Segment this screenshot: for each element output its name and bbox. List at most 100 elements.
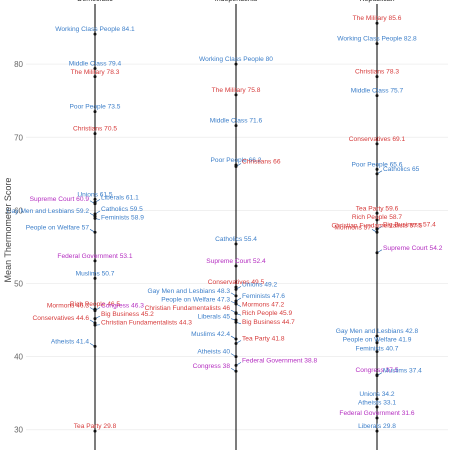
point-label: Christian Fundamentalists 46 [145, 305, 231, 312]
data-point [375, 341, 379, 345]
point-label: Feminists 58.9 [101, 215, 144, 222]
y-tick-labels: 30 40 50 60 70 80 [14, 60, 23, 435]
data-point [234, 124, 238, 128]
point-label: Federal Government 31.6 [339, 410, 414, 417]
point-label: Working Class People 84.1 [55, 26, 135, 33]
point-label: Federal Government 53.1 [57, 253, 132, 260]
y-tick-label: 80 [14, 60, 23, 69]
point-label: Rich People 58.7 [352, 214, 403, 221]
point-label: The Military 78.3 [71, 69, 120, 76]
point-label: Poor People 66.2 [211, 157, 262, 164]
point-label: Supreme Court 52.4 [206, 258, 266, 265]
data-point [234, 62, 238, 66]
data-point [375, 227, 379, 231]
data-point [234, 318, 238, 322]
point-label: People on Welfare 47.3 [161, 297, 230, 304]
point-label: Supreme Court 54.2 [383, 245, 443, 252]
data-point [375, 429, 379, 433]
data-point [375, 42, 379, 46]
data-point [375, 374, 379, 378]
data-point [234, 311, 238, 315]
point-label: Christian Fundamentalists 44.3 [101, 320, 192, 327]
point-label: Muslims 37.4 [383, 368, 422, 375]
data-point [93, 317, 97, 321]
data-point [234, 93, 238, 97]
point-label: Congress 37.5 [356, 367, 399, 374]
point-label: The Military 75.8 [212, 87, 261, 94]
data-point [234, 264, 238, 268]
point-label: Mormons 46.3 [47, 303, 89, 310]
point-label: People on Welfare 41.9 [343, 337, 412, 344]
point-label: Liberals 61.1 [101, 194, 139, 201]
point-label: Big Business 44.7 [242, 319, 295, 326]
point-label: Atheists 33.1 [358, 400, 396, 407]
data-point [234, 341, 238, 345]
point-label: Middle Class 79.4 [69, 61, 122, 68]
data-point [375, 211, 379, 215]
point-label: Working Class People 80 [199, 56, 273, 63]
y-axis-label: Mean Thermometer Score [3, 178, 13, 283]
point-label: People on Welfare 57 [26, 224, 90, 231]
data-point [234, 369, 238, 373]
data-point [93, 323, 97, 327]
data-point [375, 334, 379, 338]
point-label: Catholics 55.4 [215, 236, 257, 243]
data-point [375, 230, 379, 234]
point-label: Catholics 59.5 [101, 206, 143, 213]
point-label: Federal Government 38.8 [242, 357, 317, 364]
data-point [234, 320, 238, 324]
facet-title: Independents [215, 0, 258, 3]
data-point [375, 167, 379, 171]
data-point [375, 21, 379, 25]
point-label: Conservatives 44.6 [33, 315, 90, 322]
point-label: Working Class People 82.8 [337, 36, 417, 43]
data-point [93, 212, 97, 216]
data-point [93, 132, 97, 136]
point-label: Congress 46.3 [101, 303, 144, 310]
point-label: Tea Party 29.8 [74, 423, 117, 430]
data-point [375, 405, 379, 409]
data-point [375, 251, 379, 255]
data-point [234, 285, 238, 289]
data-point [234, 294, 238, 298]
y-tick-label: 40 [14, 353, 23, 362]
data-point [93, 259, 97, 263]
point-label: Gay Men and Lesbians 42.8 [336, 328, 419, 335]
data-point [93, 214, 97, 218]
y-tick-label: 50 [14, 279, 23, 288]
y-tick-label: 60 [14, 206, 23, 215]
data-point [93, 344, 97, 348]
facet-title: Democratic [77, 0, 113, 3]
point-label: The Military 85.6 [353, 15, 402, 22]
data-point [93, 75, 97, 79]
data-point [234, 299, 238, 303]
data-point [375, 172, 379, 176]
point-label: Poor People 65.6 [352, 161, 403, 168]
data-point [93, 216, 97, 220]
point-label: Atheists 41.4 [51, 338, 89, 345]
point-label: Poor People 73.5 [70, 104, 121, 111]
point-label: Middle Class 75.7 [351, 88, 404, 95]
point-label: Big Business 57.4 [383, 221, 436, 228]
data-point [234, 165, 238, 169]
point-label: Liberals 29.8 [358, 423, 396, 430]
point-label: Muslims 50.7 [76, 270, 115, 277]
point-label: Feminists 47.6 [242, 293, 285, 300]
data-point [93, 32, 97, 36]
data-point [93, 309, 97, 313]
y-tick-label: 70 [14, 133, 23, 142]
data-point [93, 321, 97, 325]
point-label: Tea Party 41.8 [242, 335, 285, 342]
point-label: Liberals 45 [198, 314, 231, 321]
data-point [93, 197, 97, 201]
data-point [93, 230, 97, 234]
point-label: Tea Party 59.6 [356, 205, 399, 212]
point-label: Christians 70.5 [73, 126, 117, 133]
point-label: Rich People 46.5 [70, 301, 121, 308]
point-label: Mormons 47.2 [242, 302, 284, 309]
point-label: Feminists 40.7 [356, 345, 399, 352]
point-label: Conservatives 69.1 [349, 136, 406, 143]
point-label: Atheists 40 [197, 349, 230, 356]
point-label: Conservatives 49.5 [208, 279, 265, 286]
